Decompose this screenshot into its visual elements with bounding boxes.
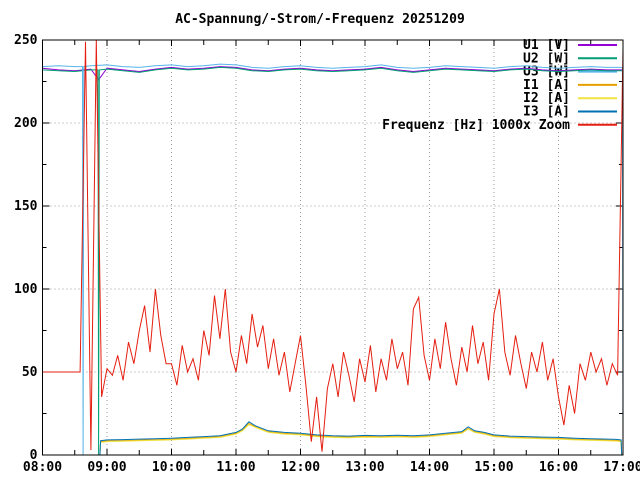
y-tick-label: 200: [14, 116, 38, 131]
series-i3-a: [42, 421, 623, 455]
x-tick-label: 09:00: [87, 460, 126, 475]
x-tick-label: 11:00: [216, 460, 255, 475]
legend-label: I2 [A]: [523, 91, 570, 106]
x-tick-label: 16:00: [539, 460, 578, 475]
y-tick-label: 250: [14, 33, 38, 48]
x-tick-label: 12:00: [281, 460, 320, 475]
legend-label: U1 [V]: [523, 38, 570, 53]
y-tick-label: 50: [22, 365, 38, 380]
y-tick-label: 0: [30, 448, 38, 463]
legend-label: U2 [W]: [523, 51, 570, 66]
series-i2-a: [42, 423, 623, 455]
series-u1-v: [42, 66, 623, 81]
plot-border: [42, 39, 624, 456]
y-tick-label: 100: [14, 282, 38, 297]
x-tick-label: 13:00: [345, 460, 384, 475]
legend-label: I1 [A]: [523, 78, 570, 93]
x-tick-label: 08:00: [23, 460, 62, 475]
legend-label: Frequenz [Hz] 1000x Zoom: [382, 118, 570, 133]
chart-title: AC-Spannung/-Strom/-Frequenz 20251209: [175, 12, 465, 27]
series-u3-w: [42, 63, 623, 455]
x-tick-label: 10:00: [152, 460, 191, 475]
legend-label: I3 [A]: [523, 105, 570, 120]
series-u2-w: [42, 66, 623, 455]
x-tick-label: 17:00: [603, 460, 640, 475]
x-tick-label: 15:00: [474, 460, 513, 475]
x-tick-label: 14:00: [410, 460, 449, 475]
series-frequenz-hz-1000x-zoom: [42, 40, 623, 452]
series-i1-a: [42, 422, 623, 455]
y-tick-label: 150: [14, 199, 38, 214]
